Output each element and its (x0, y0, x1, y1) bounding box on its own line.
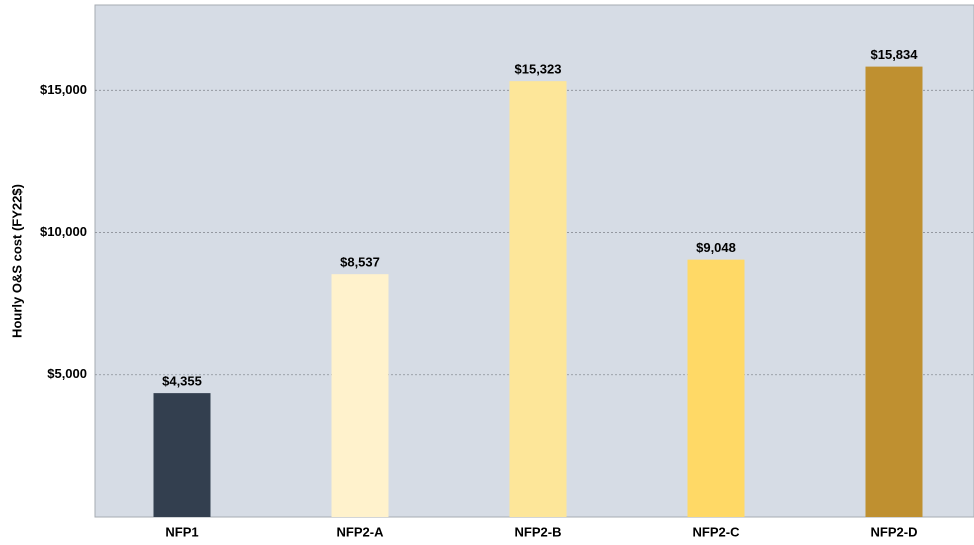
bar (687, 259, 745, 517)
data-label: $8,537 (340, 255, 380, 270)
bar (153, 393, 211, 517)
bar (865, 66, 923, 518)
y-tick-label: $15,000 (40, 82, 87, 97)
y-axis-label: Hourly O&S cost (FY22$) (9, 184, 24, 338)
data-label: $15,323 (515, 62, 562, 77)
bar (331, 274, 389, 517)
bar (509, 81, 567, 517)
x-tick-label: NFP2-B (515, 524, 562, 539)
y-tick-label: $5,000 (47, 366, 87, 381)
data-label: $15,834 (871, 47, 919, 62)
x-tick-label: NFP2-A (337, 524, 385, 539)
data-label: $4,355 (162, 374, 202, 389)
data-label: $9,048 (696, 240, 736, 255)
x-tick-label: NFP1 (165, 524, 198, 539)
x-tick-label: NFP2-C (693, 524, 741, 539)
y-tick-label: $10,000 (40, 224, 87, 239)
x-tick-label: NFP2-D (871, 524, 918, 539)
